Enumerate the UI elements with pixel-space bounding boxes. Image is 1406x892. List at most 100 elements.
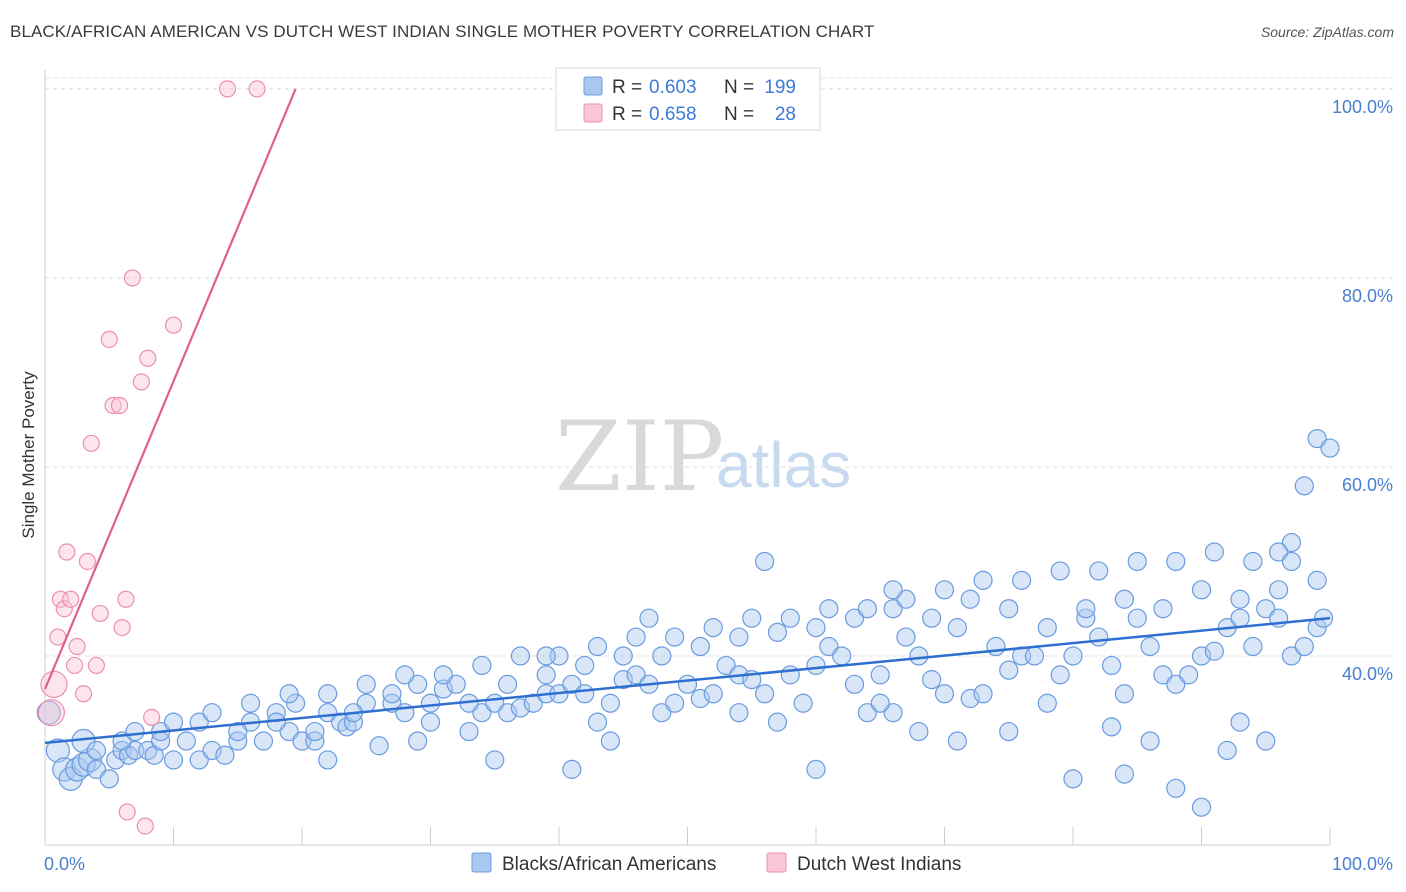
y-tick-labels: 40.0% 60.0% 80.0% 100.0%	[1332, 97, 1393, 684]
data-point-blacks	[1089, 561, 1109, 581]
data-point-blacks	[652, 703, 672, 723]
data-point-blacks	[883, 703, 903, 723]
data-point-blacks	[144, 745, 164, 765]
trend-line-dutch-west-indians	[43, 88, 297, 690]
data-point-blacks	[1063, 646, 1083, 666]
data-point-dutch-west-indians	[118, 803, 136, 821]
legend-bottom: Blacks/African Americans Dutch West Indi…	[471, 852, 961, 875]
data-point-blacks	[1320, 438, 1340, 458]
data-point-dutch-west-indians	[110, 396, 129, 415]
watermark: ZIP atlas	[555, 401, 851, 513]
data-point-blacks	[1281, 551, 1302, 572]
legend-bottom-label-pink: Dutch West Indians	[797, 854, 961, 875]
data-point-blacks	[408, 731, 428, 751]
data-point-blacks	[819, 636, 839, 657]
data-point-blacks	[665, 693, 685, 713]
data-point-blacks	[1217, 740, 1237, 761]
data-point-blacks	[1050, 561, 1070, 581]
data-point-blacks	[780, 608, 800, 628]
data-point-blacks	[562, 674, 582, 694]
data-point-blacks	[896, 589, 916, 609]
data-point-blacks	[498, 703, 518, 723]
legend-top-r-label-pink: R =	[612, 104, 642, 125]
data-point-blacks	[1166, 778, 1186, 798]
data-point-blacks	[536, 665, 556, 685]
data-point-blacks	[909, 646, 929, 666]
data-point-blacks	[1114, 764, 1135, 784]
watermark-atlas: atlas	[716, 429, 851, 501]
data-point-blacks	[1063, 769, 1083, 789]
legend-top: R = 0.603 N = 199 R = 0.658 N = 28	[555, 67, 821, 131]
data-point-blacks	[844, 608, 865, 628]
data-point-blacks	[1191, 797, 1212, 817]
legend-bottom-swatch-blue	[471, 852, 492, 873]
data-point-blacks	[922, 670, 942, 690]
data-point-blacks	[870, 693, 890, 713]
data-point-blacks	[883, 580, 903, 600]
data-point-blacks	[947, 731, 967, 751]
data-point-blacks	[1153, 599, 1173, 619]
data-point-blacks	[922, 608, 942, 628]
data-point-blacks	[1294, 636, 1314, 657]
data-point-blacks	[600, 731, 621, 751]
data-point-blacks	[1037, 618, 1057, 638]
data-point-blacks	[767, 712, 788, 732]
data-point-dutch-west-indians	[62, 590, 80, 608]
data-point-dutch-west-indians	[113, 619, 131, 637]
data-point-dutch-west-indians	[136, 817, 154, 835]
data-point-blacks	[690, 688, 710, 709]
data-point-dutch-west-indians	[58, 543, 76, 561]
trend-lines	[43, 88, 1331, 745]
data-point-blacks	[999, 599, 1019, 619]
data-point-blacks	[742, 608, 762, 628]
data-point-blacks	[1076, 599, 1096, 619]
data-point-blacks	[36, 700, 61, 725]
data-point-blacks	[754, 551, 775, 572]
data-point-blacks	[1191, 580, 1212, 600]
data-point-dutch-west-indians	[248, 80, 266, 98]
data-point-dutch-west-indians	[218, 80, 237, 98]
y-tick-label: 80.0%	[1342, 286, 1393, 306]
data-point-blacks	[77, 747, 103, 773]
data-point-blacks	[1179, 665, 1199, 685]
data-point-blacks	[1268, 542, 1289, 562]
y-tick-label: 100.0%	[1332, 97, 1393, 117]
data-point-blacks	[106, 750, 126, 770]
data-point-blacks	[909, 721, 929, 742]
data-point-blacks	[285, 693, 306, 713]
data-point-blacks	[86, 740, 107, 761]
data-point-blacks	[459, 721, 479, 742]
data-point-dutch-west-indians	[91, 604, 109, 623]
series-blacks-points	[36, 428, 1340, 817]
data-point-blacks	[1281, 532, 1302, 553]
data-point-blacks	[1243, 551, 1263, 572]
data-point-blacks	[318, 750, 338, 770]
data-point-blacks	[356, 674, 376, 694]
data-point-blacks	[857, 599, 878, 619]
data-point-blacks	[1230, 712, 1250, 732]
x-tick-label-max: 100.0%	[1332, 854, 1393, 874]
data-point-blacks	[382, 684, 402, 704]
data-point-blacks	[806, 618, 826, 638]
data-point-blacks	[420, 712, 441, 732]
data-point-blacks	[99, 769, 119, 789]
data-point-blacks	[716, 655, 736, 676]
data-point-blacks	[690, 636, 710, 657]
data-point-blacks	[613, 646, 633, 666]
legend-top-n-value-blue: 199	[764, 77, 796, 98]
data-point-blacks	[318, 703, 338, 723]
data-point-blacks	[1140, 731, 1160, 751]
data-point-blacks	[369, 736, 389, 756]
data-point-blacks	[1166, 551, 1186, 572]
axes	[44, 70, 1331, 846]
data-point-blacks	[45, 738, 70, 763]
watermark-zip: ZIP	[555, 401, 724, 513]
data-point-blacks	[986, 636, 1006, 657]
data-point-blacks	[202, 703, 222, 723]
data-point-blacks	[613, 670, 633, 690]
data-point-blacks	[318, 684, 338, 704]
data-point-blacks	[71, 752, 96, 777]
data-point-blacks	[1089, 627, 1109, 647]
data-point-blacks	[536, 646, 556, 666]
data-point-blacks	[857, 703, 878, 723]
